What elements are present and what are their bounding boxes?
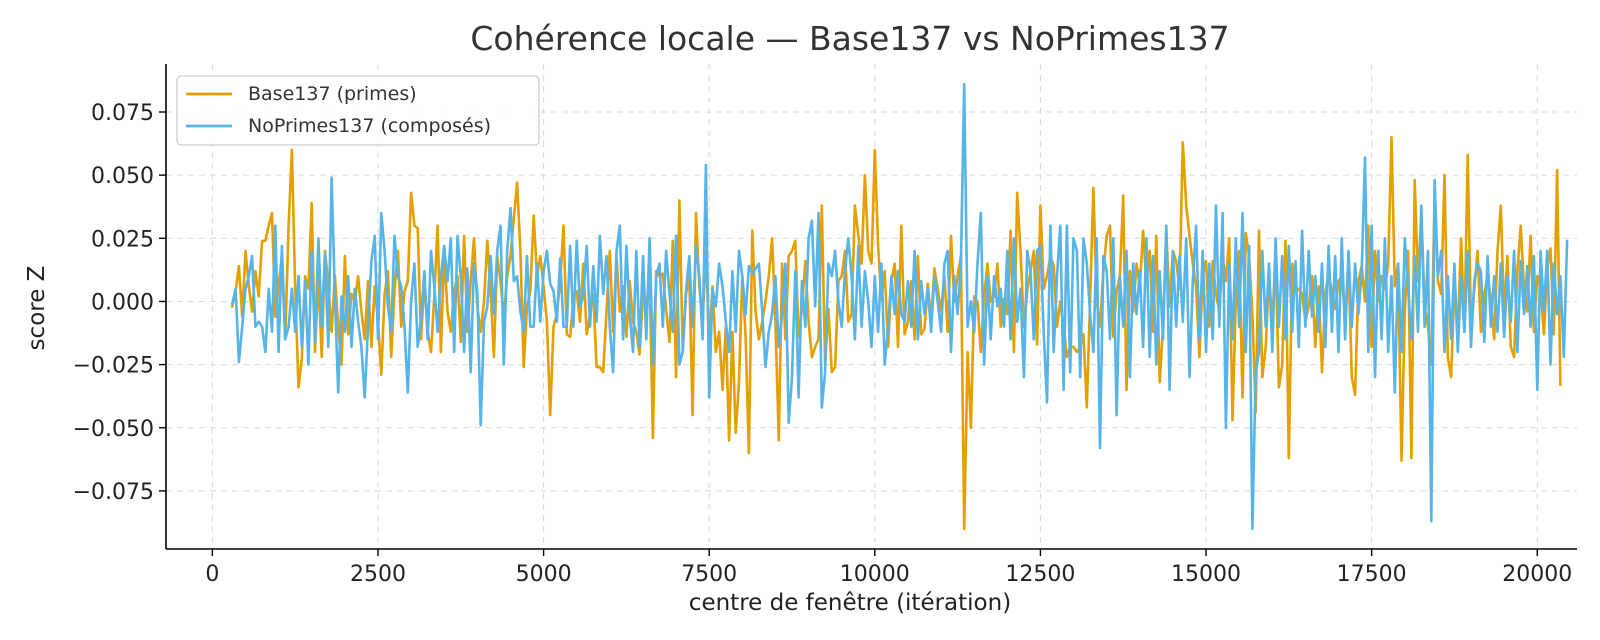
x-tick-label: 0 (205, 562, 219, 587)
x-axis-ticks: 0 2500 5000 7500 10000 12500 15000 17500 20000 (205, 549, 1572, 587)
x-axis-label: centre de fenêtre (itération) (689, 590, 1011, 616)
legend-label-noprimes137: NoPrimes137 (composés) (248, 115, 491, 137)
axes (165, 64, 1577, 550)
series-line-noprimes137 (230, 82, 1569, 531)
chart-title: Cohérence locale — Base137 vs NoPrimes13… (470, 19, 1229, 58)
y-axis-ticks: −0.075 −0.050 −0.025 0.000 0.025 0.050 0.075 (73, 101, 166, 505)
y-tick-label: 0.000 (91, 290, 154, 315)
series-line-base137 (230, 136, 1562, 531)
y-tick-label: −0.050 (73, 417, 154, 442)
x-tick-label: 7500 (681, 562, 737, 587)
legend: Base137 (primes) NoPrimes137 (composés) (176, 75, 540, 146)
legend-label-base137: Base137 (primes) (248, 83, 417, 105)
y-tick-label: −0.075 (73, 480, 154, 505)
x-tick-label: 12500 (1005, 562, 1075, 587)
legend-box (176, 75, 540, 146)
y-tick-label: 0.050 (91, 164, 154, 189)
y-tick-label: 0.025 (91, 227, 154, 252)
y-tick-label: −0.025 (73, 354, 154, 379)
x-tick-label: 5000 (516, 562, 572, 587)
x-tick-label: 10000 (840, 562, 910, 587)
x-tick-label: 17500 (1337, 562, 1407, 587)
y-tick-label: 0.075 (91, 101, 154, 126)
series-lines (230, 82, 1569, 531)
y-axis-label: score Z (24, 266, 50, 351)
x-tick-label: 15000 (1171, 562, 1241, 587)
x-tick-label: 20000 (1502, 562, 1572, 587)
x-tick-label: 2500 (350, 562, 406, 587)
